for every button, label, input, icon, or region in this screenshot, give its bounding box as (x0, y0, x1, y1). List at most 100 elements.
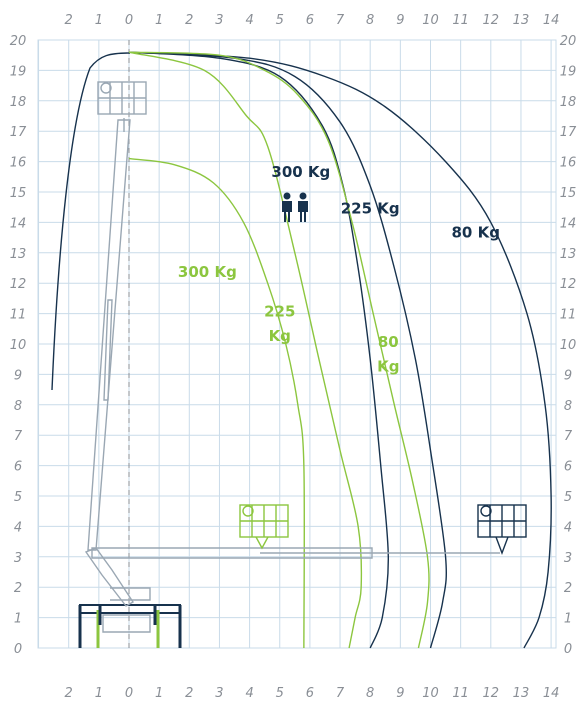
turret-base (110, 587, 151, 601)
y-tick-left: 6 (14, 460, 22, 475)
x-tick-bottom: 5 (276, 686, 284, 701)
y-tick-right: 13 (560, 247, 577, 262)
y-tick-right: 17 (560, 125, 577, 140)
x-tick-top: 7 (336, 13, 345, 28)
axis-ticks: 2211001122334455667788991010111112121313… (10, 13, 577, 701)
y-tick-right: 14 (560, 216, 577, 231)
envelope-dark-300 (128, 51, 389, 649)
capacity-labels: 300 Kg 225 Kg 80 Kg 300 Kg 225 Kg 80 Kg (178, 163, 500, 376)
x-tick-top: 2 (65, 13, 73, 28)
x-tick-bottom: 13 (513, 686, 530, 701)
basket-right-joint (495, 536, 509, 555)
x-tick-top: 1 (155, 13, 163, 28)
x-tick-top: 6 (306, 13, 314, 28)
y-tick-right: 3 (564, 551, 572, 566)
x-tick-top: 4 (245, 13, 253, 28)
horizontal-boom (91, 547, 373, 559)
x-tick-top: 0 (125, 13, 133, 28)
basket-right-grid (478, 505, 526, 537)
label-dark-225-kg: 225 Kg (341, 199, 400, 217)
envelope-dark-80 (128, 51, 552, 649)
y-tick-left: 10 (10, 338, 27, 353)
x-tick-bottom: 14 (543, 686, 560, 701)
label-green-80-num: 80 (378, 333, 399, 351)
y-tick-left: 5 (14, 490, 22, 505)
y-tick-right: 7 (564, 429, 573, 444)
envelope-left-edge (51, 52, 131, 391)
label-dark-80-kg: 80 Kg (451, 224, 499, 242)
x-tick-bottom: 9 (396, 686, 404, 701)
y-tick-right: 9 (564, 368, 572, 383)
x-tick-top: 10 (422, 13, 439, 28)
y-tick-right: 20 (560, 34, 577, 49)
y-tick-right: 6 (564, 460, 572, 475)
y-tick-right: 18 (560, 95, 577, 110)
y-tick-left: 0 (14, 642, 22, 657)
x-tick-bottom: 12 (483, 686, 500, 701)
label-green-80-unit: Kg (377, 357, 399, 375)
envelope-green-80 (128, 51, 430, 649)
y-tick-left: 11 (10, 308, 27, 323)
x-tick-top: 9 (396, 13, 404, 28)
envelope-green-300 (128, 157, 306, 649)
x-tick-top: 12 (483, 13, 500, 28)
y-tick-right: 4 (564, 520, 572, 535)
y-tick-left: 12 (10, 277, 27, 292)
envelope-green-225 (128, 51, 363, 649)
x-tick-bottom: 8 (366, 686, 374, 701)
x-tick-top: 3 (215, 13, 223, 28)
envelope-dark-225 (128, 51, 448, 649)
operator-mid (242, 505, 254, 517)
aerial-platform (78, 81, 527, 648)
y-tick-left: 16 (10, 156, 27, 171)
y-tick-right: 19 (560, 64, 577, 79)
y-tick-left: 15 (10, 186, 27, 201)
y-tick-left: 8 (14, 399, 22, 414)
envelope-curves (51, 51, 552, 649)
operator-right (480, 505, 492, 517)
x-tick-bottom: 3 (215, 686, 223, 701)
grid-border (37, 39, 557, 649)
y-tick-right: 8 (564, 399, 572, 414)
x-tick-top: 13 (513, 13, 530, 28)
x-tick-top: 5 (276, 13, 284, 28)
y-tick-left: 7 (14, 429, 23, 444)
x-tick-bottom: 0 (125, 686, 133, 701)
x-tick-top: 11 (452, 13, 469, 28)
mast (87, 119, 131, 551)
y-tick-left: 14 (10, 216, 27, 231)
y-tick-left: 1 (14, 612, 22, 627)
x-tick-bottom: 11 (452, 686, 469, 701)
x-tick-bottom: 1 (95, 686, 103, 701)
x-tick-bottom: 10 (422, 686, 439, 701)
y-tick-right: 16 (560, 156, 577, 171)
label-green-225-unit: Kg (269, 327, 291, 345)
y-tick-left: 2 (14, 581, 22, 596)
x-tick-bottom: 4 (245, 686, 253, 701)
x-tick-top: 8 (366, 13, 374, 28)
y-tick-left: 20 (10, 34, 27, 49)
y-tick-left: 3 (14, 551, 22, 566)
y-tick-left: 17 (10, 125, 27, 140)
basket-mid-grid (240, 505, 288, 537)
y-tick-left: 18 (10, 95, 27, 110)
x-tick-bottom: 6 (306, 686, 314, 701)
y-tick-right: 2 (564, 581, 572, 596)
y-tick-right: 12 (560, 277, 577, 292)
operator-top (100, 82, 112, 94)
x-tick-top: 14 (543, 13, 560, 28)
cab (102, 614, 151, 633)
y-tick-right: 10 (560, 338, 577, 353)
y-tick-right: 15 (560, 186, 577, 201)
y-tick-right: 11 (560, 308, 577, 323)
label-dark-300-kg: 300 Kg (271, 163, 330, 181)
y-tick-right: 5 (564, 490, 572, 505)
y-tick-left: 13 (10, 247, 27, 262)
x-tick-bottom: 2 (185, 686, 193, 701)
basket-top-grid (98, 82, 146, 114)
x-tick-top: 2 (185, 13, 193, 28)
x-tick-bottom: 7 (336, 686, 345, 701)
two-persons-icon (282, 192, 308, 222)
x-tick-top: 1 (95, 13, 103, 28)
